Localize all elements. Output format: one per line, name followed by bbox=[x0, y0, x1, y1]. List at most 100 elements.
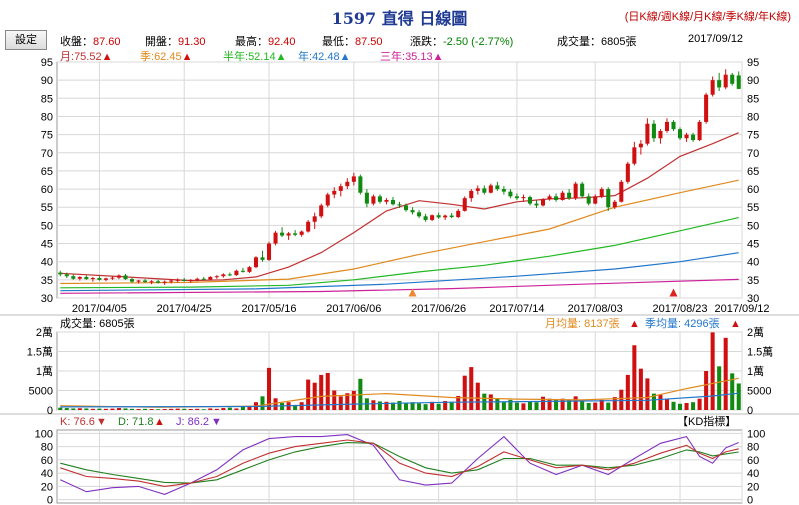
candle-body bbox=[723, 74, 728, 88]
volume-bar bbox=[671, 401, 676, 410]
candle-body bbox=[156, 281, 161, 283]
volume-bar bbox=[345, 393, 350, 410]
volume-bar bbox=[404, 402, 409, 410]
candle-body bbox=[619, 181, 624, 202]
price-tick-label-right: 55 bbox=[747, 202, 759, 214]
candle-body bbox=[162, 281, 167, 283]
view-monthly-kline[interactable]: 月K線 bbox=[693, 11, 723, 23]
view-yearly-kline[interactable]: 年K線 bbox=[757, 11, 788, 23]
candle-body bbox=[397, 204, 402, 206]
candle-body bbox=[240, 270, 245, 272]
price-tick-label-right: 65 bbox=[747, 166, 759, 178]
ma-year-label: 年: bbox=[298, 51, 313, 63]
ma-year-value: 42.48 bbox=[312, 51, 340, 63]
candle-body bbox=[267, 243, 272, 260]
volume-bar bbox=[182, 408, 187, 410]
candle-body bbox=[423, 216, 428, 220]
ma-year-line bbox=[60, 252, 739, 292]
volume-bar bbox=[234, 408, 239, 410]
kd-j-label: J: 86.2 bbox=[176, 416, 209, 428]
kd-tick-label-left: 60 bbox=[41, 455, 53, 467]
volume-bar bbox=[58, 407, 63, 410]
volume-bar bbox=[162, 409, 167, 410]
x-tick-label: 2017/04/05 bbox=[72, 303, 127, 315]
volume-bar bbox=[136, 409, 141, 410]
volume-bar bbox=[443, 401, 448, 410]
view-daily-kline[interactable]: 日K線 bbox=[628, 11, 658, 23]
candle-body bbox=[736, 75, 741, 89]
change-value: -2.50 (-2.77%) bbox=[443, 36, 514, 48]
volume-bar bbox=[156, 409, 161, 410]
candle-body bbox=[325, 194, 330, 206]
volume-month-avg-arrow: ▲ bbox=[629, 318, 640, 330]
price-tick-label-right: 40 bbox=[747, 257, 759, 269]
candle-body bbox=[247, 267, 252, 272]
x-tick-label: 2017/06/06 bbox=[326, 303, 381, 315]
kd-tick-label-right: 60 bbox=[747, 455, 759, 467]
view-quarterly-kline[interactable]: 季K線 bbox=[725, 11, 755, 23]
settings-button[interactable]: 設定 bbox=[5, 30, 47, 50]
volume-bar bbox=[299, 402, 304, 410]
x-tick-label: 2017/08/23 bbox=[652, 303, 707, 315]
x-tick-label: 2017/07/14 bbox=[489, 303, 544, 315]
volume-bar bbox=[123, 408, 128, 410]
ma-season-label: 季: bbox=[140, 51, 155, 63]
candle-body bbox=[384, 199, 389, 202]
candle-body bbox=[182, 279, 187, 281]
x-tick-label: 2017/08/03 bbox=[568, 303, 623, 315]
ma-three-value: 35.13 bbox=[405, 51, 433, 63]
price-tick-label-right: 70 bbox=[747, 148, 759, 160]
candle-body bbox=[345, 181, 350, 187]
volume-bar bbox=[651, 393, 656, 410]
volume-bar bbox=[143, 408, 148, 410]
candle-body bbox=[573, 183, 578, 199]
volume-bar bbox=[430, 401, 435, 410]
quote-change: 漲跌：-2.50 (-2.77%) bbox=[410, 33, 513, 49]
volume-bar bbox=[625, 374, 630, 410]
volume-tick-label-right: 0 bbox=[747, 405, 753, 417]
candle-body bbox=[71, 276, 76, 279]
volume-bar bbox=[547, 398, 552, 410]
candle-body bbox=[567, 192, 572, 199]
candle-body bbox=[410, 210, 415, 213]
candle-body bbox=[351, 176, 356, 182]
candle-body bbox=[103, 278, 108, 280]
ma-half-legend: 半年:52.14▲ bbox=[223, 48, 286, 64]
candle-body bbox=[97, 278, 102, 280]
volume-bar bbox=[71, 408, 76, 410]
ma-three-line bbox=[60, 278, 739, 294]
volume-bar bbox=[436, 403, 441, 410]
volume-bar bbox=[97, 408, 102, 410]
ma-half-label: 半年: bbox=[223, 51, 249, 63]
candle-body bbox=[710, 80, 715, 95]
volume-label: 成交量： bbox=[557, 36, 601, 48]
price-tick-label-left: 65 bbox=[41, 166, 53, 178]
volume-bar bbox=[560, 398, 565, 410]
volume-tick-label-left: 0 bbox=[47, 405, 53, 417]
candle-body bbox=[306, 221, 311, 232]
volume-bar bbox=[338, 396, 343, 410]
page-title: 1597 直得 日線圖 bbox=[331, 9, 468, 28]
volume-bar bbox=[64, 408, 69, 410]
price-grid bbox=[0, 61, 799, 316]
volume-bar bbox=[227, 407, 232, 410]
candle-body bbox=[221, 274, 226, 277]
candle-body bbox=[286, 233, 291, 236]
ma-season-arrow: ▲ bbox=[181, 51, 193, 63]
candle-body bbox=[299, 231, 304, 235]
volume-bar bbox=[410, 402, 415, 410]
volume-season-avg-arrow: ▲ bbox=[730, 318, 741, 330]
candle-body bbox=[547, 196, 552, 200]
volume-bar bbox=[377, 401, 382, 410]
signal-marker-triangle bbox=[408, 288, 417, 297]
volume-bar bbox=[325, 372, 330, 410]
ma-season-line bbox=[60, 179, 739, 285]
volume-bar bbox=[214, 408, 219, 410]
candle-body bbox=[684, 134, 689, 139]
price-tick-label-right: 30 bbox=[747, 293, 759, 305]
view-weekly-kline[interactable]: 週K線 bbox=[660, 11, 691, 23]
quote-close: 收盤：87.60 bbox=[60, 33, 121, 49]
volume-bar bbox=[527, 401, 532, 410]
kd-tick-label-left: 0 bbox=[47, 495, 53, 505]
price-tick-label-left: 95 bbox=[41, 57, 53, 69]
